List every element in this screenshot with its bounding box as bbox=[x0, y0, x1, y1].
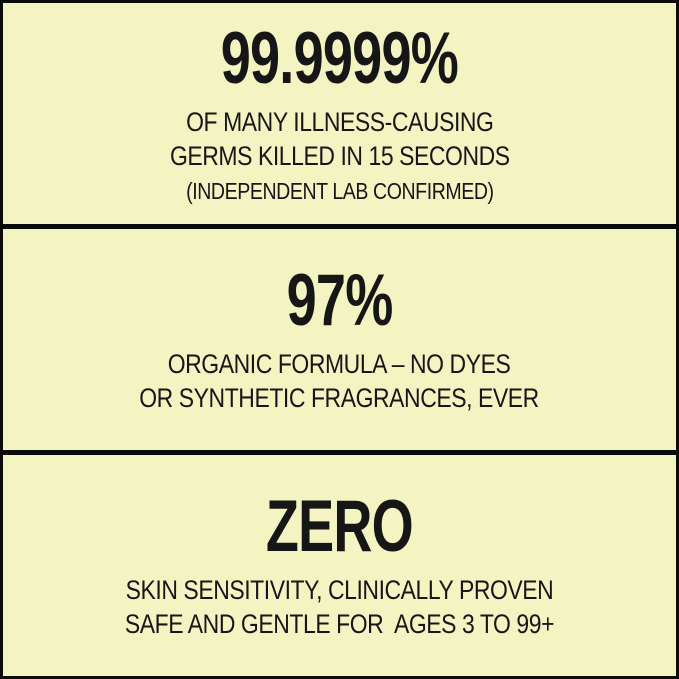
stat-value-germ-kill: 99.9999% bbox=[220, 17, 459, 99]
stat-description-germ-kill: OF MANY ILLNESS-CAUSING GERMS KILLED IN … bbox=[169, 106, 510, 171]
claim-panel-germ-kill: 99.9999% OF MANY ILLNESS-CAUSING GERMS K… bbox=[3, 3, 676, 224]
stat-value-organic: 97% bbox=[286, 260, 394, 341]
stat-description-organic: ORGANIC FORMULA – NO DYES OR SYNTHETIC F… bbox=[139, 349, 540, 413]
stat-description-skin-safety: SKIN SENSITIVITY, CLINICALLY PROVEN SAFE… bbox=[124, 575, 555, 639]
stat-footnote-lab-confirmed: (INDEPENDENT LAB CONFIRMED) bbox=[185, 177, 494, 204]
claim-panel-skin-sensitivity: ZERO SKIN SENSITIVITY, CLINICALLY PROVEN… bbox=[3, 450, 676, 676]
claim-panel-organic-formula: 97% ORGANIC FORMULA – NO DYES OR SYNTHET… bbox=[3, 224, 676, 450]
stat-value-zero: ZERO bbox=[265, 486, 414, 567]
